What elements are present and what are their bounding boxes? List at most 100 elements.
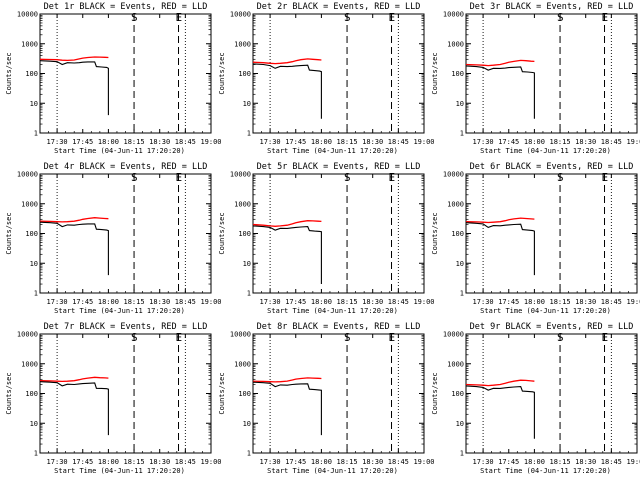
panel-title: Det 3r BLACK = Events, RED = LLD xyxy=(470,2,634,12)
panel-det-6: SE11010010001000017:3017:4518:0018:1518:… xyxy=(431,162,640,315)
y-tick-label: 10 xyxy=(30,100,38,108)
y-tick-label: 100 xyxy=(451,230,464,238)
x-tick-label: 18:15 xyxy=(124,298,145,306)
y-tick-label: 10000 xyxy=(443,11,464,19)
x-tick-label: 18:00 xyxy=(98,138,119,146)
y-tick-label: 10 xyxy=(243,260,251,268)
y-tick-label: 1000 xyxy=(447,200,464,208)
series-lld-line xyxy=(252,58,322,65)
y-tick-label: 10000 xyxy=(443,331,464,339)
y-tick-label: 10 xyxy=(456,100,464,108)
x-tick-label: 18:30 xyxy=(575,458,596,466)
y-tick-label: 10000 xyxy=(17,331,38,339)
panel-det-9: SE11010010001000017:3017:4518:0018:1518:… xyxy=(431,322,640,475)
x-tick-label: 18:15 xyxy=(337,138,358,146)
marker-label-e: E xyxy=(602,11,609,24)
panel-title: Det 7r BLACK = Events, RED = LLD xyxy=(44,322,208,332)
x-tick-label: 18:30 xyxy=(362,138,383,146)
marker-label-e: E xyxy=(176,11,183,24)
plot-frame xyxy=(39,333,212,454)
x-tick-label: 17:45 xyxy=(72,138,93,146)
marker-label-e: E xyxy=(176,171,183,184)
series-lld-line xyxy=(39,376,109,383)
series-events-line xyxy=(252,63,322,119)
x-tick-label: 18:00 xyxy=(524,458,545,466)
series-events-line xyxy=(39,221,109,276)
x-tick-label: 17:45 xyxy=(498,138,519,146)
x-tick-label: 17:45 xyxy=(285,298,306,306)
x-tick-label: 18:15 xyxy=(550,298,571,306)
x-tick-label: 18:45 xyxy=(175,458,196,466)
y-tick-label: 1000 xyxy=(21,200,38,208)
y-tick-label: 1000 xyxy=(234,200,251,208)
y-axis-label: Counts/sec xyxy=(431,212,439,254)
marker-label-e: E xyxy=(176,331,183,344)
x-tick-label: 18:45 xyxy=(388,458,409,466)
y-tick-label: 1000 xyxy=(21,40,38,48)
plot-frame xyxy=(252,173,425,294)
y-tick-label: 10000 xyxy=(17,11,38,19)
plot-frame xyxy=(465,173,638,294)
y-tick-label: 10 xyxy=(243,100,251,108)
panel-det-1: SE11010010001000017:3017:4518:0018:1518:… xyxy=(5,2,222,155)
plot-frame xyxy=(39,13,212,134)
panel-det-2: SE11010010001000017:3017:4518:0018:1518:… xyxy=(218,2,435,155)
panel-det-4: SE11010010001000017:3017:4518:0018:1518:… xyxy=(5,162,222,315)
y-tick-label: 100 xyxy=(25,390,38,398)
y-axis-label: Counts/sec xyxy=(218,372,226,414)
series-events-line xyxy=(39,381,109,436)
x-axis-label: Start Time (04-Jun-11 17:20:20) xyxy=(54,147,185,155)
y-tick-label: 100 xyxy=(25,230,38,238)
series-events-line xyxy=(465,385,535,439)
x-tick-label: 17:30 xyxy=(473,138,494,146)
x-tick-label: 17:30 xyxy=(260,298,281,306)
x-tick-label: 18:00 xyxy=(524,298,545,306)
y-tick-label: 1 xyxy=(247,450,251,458)
y-tick-label: 10 xyxy=(30,260,38,268)
x-tick-label: 19:00 xyxy=(200,138,221,146)
x-tick-label: 18:30 xyxy=(149,298,170,306)
x-tick-label: 18:00 xyxy=(98,298,119,306)
y-tick-label: 1 xyxy=(34,450,38,458)
x-tick-label: 18:45 xyxy=(388,298,409,306)
x-tick-label: 18:45 xyxy=(175,138,196,146)
marker-label-e: E xyxy=(389,331,396,344)
y-tick-label: 10000 xyxy=(443,171,464,179)
x-tick-label: 18:45 xyxy=(601,138,622,146)
x-tick-label: 18:30 xyxy=(362,458,383,466)
panel-title: Det 2r BLACK = Events, RED = LLD xyxy=(257,2,421,12)
series-lld-line xyxy=(465,379,535,387)
x-tick-label: 19:00 xyxy=(626,298,640,306)
x-tick-label: 17:45 xyxy=(285,458,306,466)
y-axis-label: Counts/sec xyxy=(5,52,13,94)
plot-frame xyxy=(252,13,425,134)
x-tick-label: 17:30 xyxy=(47,458,68,466)
x-axis-label: Start Time (04-Jun-11 17:20:20) xyxy=(267,147,398,155)
series-lld-line xyxy=(39,56,109,62)
marker-label-e: E xyxy=(602,171,609,184)
panel-title: Det 4r BLACK = Events, RED = LLD xyxy=(44,162,208,172)
y-tick-label: 1 xyxy=(34,290,38,298)
x-tick-label: 19:00 xyxy=(626,138,640,146)
series-lld-line xyxy=(252,377,322,383)
panel-det-5: SE11010010001000017:3017:4518:0018:1518:… xyxy=(218,162,435,315)
y-tick-label: 10 xyxy=(243,420,251,428)
x-tick-label: 18:15 xyxy=(550,458,571,466)
x-tick-label: 17:45 xyxy=(498,458,519,466)
x-tick-label: 17:30 xyxy=(473,298,494,306)
y-tick-label: 100 xyxy=(238,390,251,398)
y-tick-label: 10 xyxy=(456,420,464,428)
x-tick-label: 17:45 xyxy=(498,298,519,306)
panel-title: Det 1r BLACK = Events, RED = LLD xyxy=(44,2,208,12)
panel-title: Det 8r BLACK = Events, RED = LLD xyxy=(257,322,421,332)
y-tick-label: 100 xyxy=(25,70,38,78)
y-tick-label: 10 xyxy=(30,420,38,428)
x-tick-label: 19:00 xyxy=(200,458,221,466)
x-tick-label: 17:30 xyxy=(473,458,494,466)
y-tick-label: 1000 xyxy=(447,360,464,368)
y-tick-label: 100 xyxy=(451,390,464,398)
plot-frame xyxy=(465,333,638,454)
y-tick-label: 10000 xyxy=(17,171,38,179)
